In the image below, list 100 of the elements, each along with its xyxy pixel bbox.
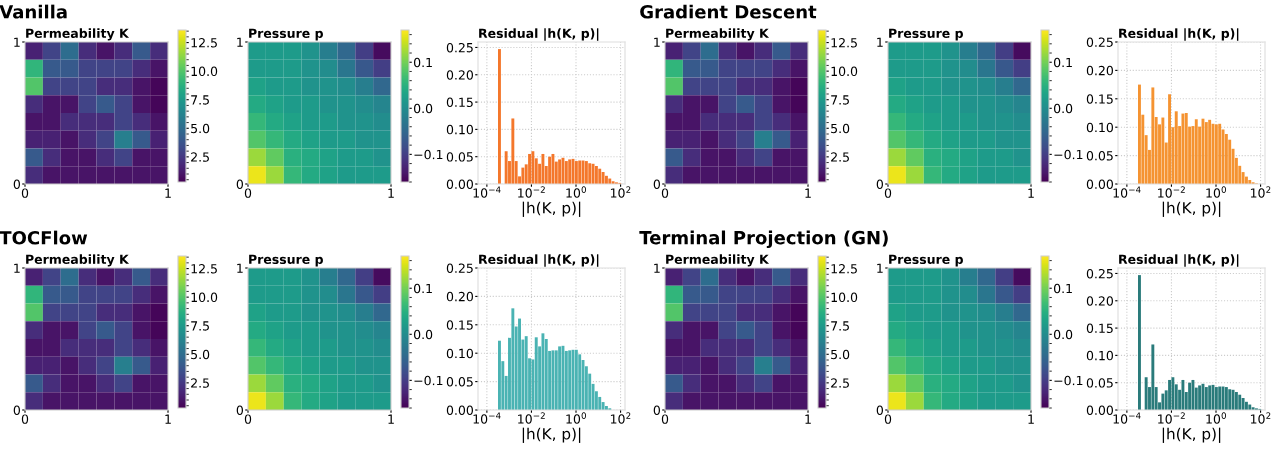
text: Gradient Descent — [640, 4, 817, 19]
x-tick-label: 0 — [884, 414, 892, 424]
y-tick-label: 0.20 — [1086, 296, 1113, 306]
y-tick-label: 0 — [876, 179, 883, 189]
y-tick-label: 1 — [877, 37, 883, 47]
x-tick-label: 10$^{−4}$ — [1113, 186, 1141, 198]
x-tick-label: 10$^{0}$ — [1206, 186, 1227, 198]
y-tick-label: 0.15 — [1086, 94, 1113, 104]
color-bar-label: −0.1 — [1054, 149, 1083, 160]
y-tick-label: 0 — [236, 405, 243, 415]
y-tick-label: 0 — [653, 179, 660, 189]
y-tick-label: 0.00 — [1086, 405, 1113, 415]
y-tick-label: 0.25 — [1086, 37, 1113, 47]
chart-title: Residual |h(K, p)| — [479, 28, 599, 41]
color-bar-label: 0.1 — [1053, 283, 1072, 294]
color-bar-label: 5.0 — [191, 349, 210, 360]
y-tick-label: 0.25 — [446, 263, 473, 273]
y-tick-label: 1 — [237, 263, 243, 273]
color-bar-label: 10.0 — [191, 292, 218, 303]
x-tick-label: 10$^{−4}$ — [473, 186, 501, 198]
color-bar-label: 0.1 — [413, 57, 432, 68]
x-tick-label: 1 — [388, 414, 394, 424]
x-axis-title: |h(K, p)| — [522, 427, 581, 443]
y-tick-label: 0.00 — [446, 179, 473, 189]
x-tick-label: 10$^{−2}$ — [1158, 412, 1185, 424]
y-tick-label: 0.10 — [1086, 122, 1113, 133]
chart-title: Permeability K — [666, 254, 770, 267]
y-tick-label: 0.20 — [1086, 65, 1113, 76]
color-bar-label: 7.5 — [831, 95, 849, 105]
chart-title: Residual |h(K, p)| — [1119, 254, 1239, 267]
chart-title: Permeability K — [666, 28, 770, 41]
x-tick-label: 1 — [805, 188, 811, 198]
color-bar-label: 5.0 — [831, 123, 850, 134]
x-tick-label: 10$^{−2}$ — [1158, 186, 1185, 198]
color-bar-label: 0.0 — [1053, 329, 1073, 340]
y-tick-label: 0.05 — [1086, 151, 1113, 161]
y-tick-label: 0 — [653, 405, 660, 415]
y-tick-label: 0 — [13, 179, 20, 189]
x-tick-label: 10$^{2}$ — [610, 412, 631, 424]
x-tick-label: 10$^{−2}$ — [518, 412, 545, 424]
x-tick-label: 0 — [884, 188, 892, 198]
color-bar-label: 10.0 — [831, 292, 858, 303]
x-tick-label: 0 — [21, 188, 29, 198]
color-bar-label: 0.1 — [1053, 57, 1072, 68]
y-tick-label: 0 — [876, 405, 883, 415]
y-tick-label: 0.05 — [446, 377, 473, 387]
y-tick-label: 0.10 — [446, 124, 473, 135]
x-axis-title: |h(K, p)| — [522, 201, 581, 217]
x-tick-label: 0 — [244, 188, 252, 198]
chart-title: Permeability K — [26, 28, 130, 41]
color-bar-label: 5.0 — [831, 349, 850, 360]
color-bar-label: −0.1 — [1054, 375, 1083, 386]
color-bar-label: 10.0 — [191, 66, 218, 77]
y-tick-label: 0.25 — [446, 42, 473, 53]
x-tick-label: 1 — [165, 188, 171, 198]
y-tick-label: 0.10 — [446, 348, 473, 359]
y-tick-label: 0.05 — [446, 152, 473, 162]
x-tick-label: 0 — [661, 188, 669, 198]
color-bar-label: −0.1 — [414, 375, 443, 386]
text: Terminal Projection (GN) — [639, 230, 888, 249]
y-tick-label: 0 — [236, 179, 243, 189]
x-tick-label: 0 — [21, 414, 29, 424]
y-tick-label: 0.25 — [1086, 268, 1113, 279]
x-tick-label: 1 — [388, 188, 394, 198]
color-bar-label: 2.5 — [191, 152, 209, 162]
x-tick-label: 1 — [1028, 414, 1034, 424]
y-tick-label: 1 — [237, 37, 243, 47]
color-bar-label: 12.5 — [191, 38, 217, 48]
chart-title: Pressure p — [889, 28, 963, 41]
y-tick-label: 0.15 — [446, 97, 473, 107]
color-bar-label: 2.5 — [831, 152, 849, 162]
x-tick-label: 0 — [661, 414, 669, 424]
color-bar-label: 7.5 — [191, 321, 209, 331]
x-tick-label: 10$^{−2}$ — [518, 186, 545, 198]
x-tick-label: 10$^{0}$ — [566, 186, 587, 198]
chart-title: Permeability K — [26, 254, 130, 267]
x-tick-label: 1 — [1028, 188, 1034, 198]
color-bar-label: 7.5 — [831, 321, 849, 331]
color-bar-label: 0.0 — [413, 103, 433, 114]
text: TOCFlow — [0, 230, 88, 245]
y-tick-label: 1 — [877, 263, 883, 273]
y-tick-label: 1 — [14, 37, 20, 47]
color-bar-label: 0.1 — [413, 283, 432, 294]
x-tick-label: 10$^{2}$ — [1250, 186, 1271, 198]
y-tick-label: 0.00 — [446, 405, 473, 415]
x-tick-label: 1 — [805, 414, 811, 424]
x-tick-label: 10$^{2}$ — [1250, 412, 1271, 424]
x-axis-title: |h(K, p)| — [1162, 201, 1221, 217]
y-tick-label: 1 — [654, 263, 660, 273]
x-tick-label: 10$^{0}$ — [1206, 412, 1227, 424]
y-tick-label: 0.10 — [1086, 350, 1113, 361]
chart-title: Pressure p — [889, 254, 963, 267]
chart-title: Pressure p — [249, 254, 323, 267]
color-bar-label: 0.0 — [413, 329, 433, 340]
color-bar-label: 7.5 — [191, 95, 209, 105]
color-bar-label: 5.0 — [191, 123, 210, 134]
x-tick-label: 10$^{−4}$ — [1113, 412, 1141, 424]
x-axis-title: |h(K, p)| — [1162, 427, 1221, 443]
color-bar-label: 2.5 — [191, 378, 209, 388]
color-bar-label: −0.1 — [414, 149, 443, 160]
